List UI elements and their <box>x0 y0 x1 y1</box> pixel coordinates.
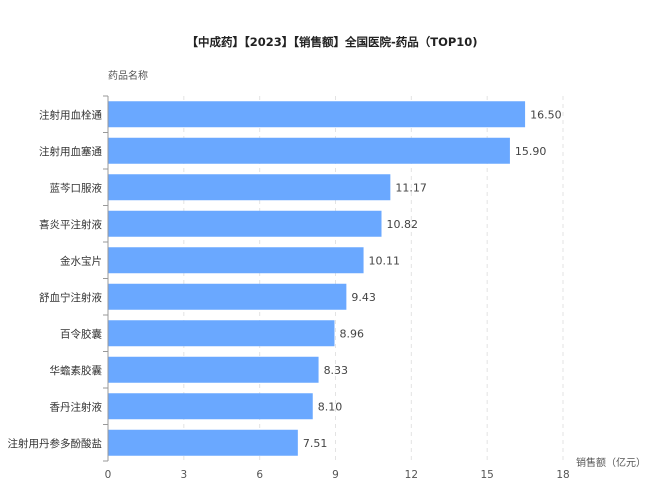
bar <box>108 210 382 237</box>
bar <box>108 247 364 274</box>
category-label: 百令胶囊 <box>60 327 102 340</box>
bar-value-label: 8.10 <box>318 400 343 413</box>
bar <box>108 174 391 201</box>
category-label: 注射用血塞通 <box>39 145 102 158</box>
bars: 16.50 15.90 11.17 10.82 10.11 9.43 8.96 8.33 8.1… <box>108 101 562 456</box>
bar-value-label: 15.90 <box>515 145 547 158</box>
category-label: 舒血宁注射液 <box>39 291 102 304</box>
category-label: 注射用丹参多酚酸盐 <box>8 437 103 450</box>
bar-value-label: 10.82 <box>387 218 419 231</box>
y-axis-title: 药品名称 <box>108 69 148 82</box>
x-tick-label: 12 <box>405 469 418 481</box>
bar <box>108 356 319 383</box>
x-tick-label: 15 <box>480 469 493 481</box>
bar <box>108 283 347 310</box>
category-label: 香丹注射液 <box>50 400 103 413</box>
bar-value-label: 8.96 <box>339 327 364 340</box>
axes: 0 3 6 9 12 15 18 注射用血栓通注射用血塞通蓝芩口服液喜炎平注射液金水宝片舒血宁… <box>8 95 570 481</box>
category-label: 喜炎平注射液 <box>39 218 102 231</box>
bar <box>108 101 526 128</box>
x-axis-title: 销售额（亿元） <box>576 456 646 469</box>
bar-value-label: 16.50 <box>530 108 562 121</box>
x-tick-label: 0 <box>105 469 112 481</box>
bar <box>108 137 510 164</box>
chart-title: 【中成药】【2023】【销售额】全国医院-药品（TOP10) <box>186 35 477 49</box>
category-label: 金水宝片 <box>60 254 102 267</box>
x-tick-label: 18 <box>556 469 569 481</box>
bar-value-label: 7.51 <box>303 437 328 450</box>
bar-value-label: 9.43 <box>351 291 376 304</box>
category-label: 蓝芩口服液 <box>50 181 103 194</box>
bar <box>108 393 313 420</box>
x-tick-label: 6 <box>256 469 263 481</box>
x-tick-label: 9 <box>332 469 339 481</box>
bar <box>108 320 335 347</box>
x-tick-label: 3 <box>180 469 187 481</box>
bar <box>108 429 298 456</box>
bar-value-label: 11.17 <box>395 181 427 194</box>
bar-value-label: 8.33 <box>324 364 349 377</box>
category-label: 注射用血栓通 <box>39 108 102 121</box>
category-label: 华蟾素胶囊 <box>50 364 103 377</box>
bar-value-label: 10.11 <box>369 254 401 267</box>
